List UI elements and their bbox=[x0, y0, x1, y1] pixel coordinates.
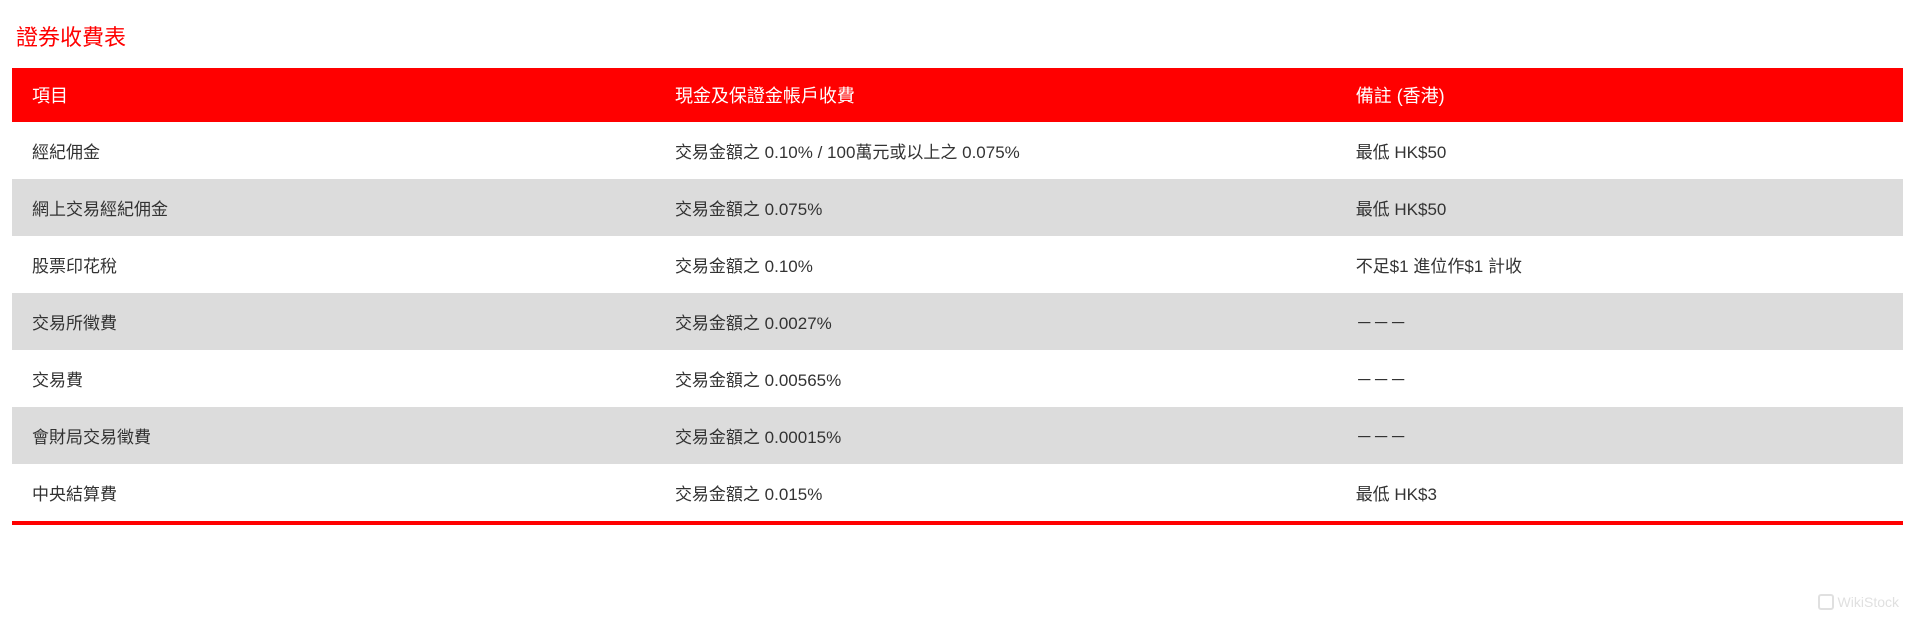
table-bottom-border bbox=[12, 521, 1903, 525]
table-cell-fee: 交易金額之 0.00565% bbox=[655, 350, 1336, 407]
table-cell-remark: －－－ bbox=[1336, 350, 1903, 407]
watermark: WikiStock bbox=[1818, 594, 1899, 610]
fee-schedule-container: 證券收費表 項目 現金及保證金帳戶收費 備註 (香港) 經紀佣金 交易金額之 0… bbox=[12, 12, 1903, 525]
table-cell-item: 會財局交易徵費 bbox=[12, 407, 655, 464]
table-row: 中央結算費 交易金額之 0.015% 最低 HK$3 bbox=[12, 464, 1903, 521]
table-row: 股票印花稅 交易金額之 0.10% 不足$1 進位作$1 計收 bbox=[12, 236, 1903, 293]
table-cell-item: 交易所徵費 bbox=[12, 293, 655, 350]
fee-table: 項目 現金及保證金帳戶收費 備註 (香港) 經紀佣金 交易金額之 0.10% /… bbox=[12, 68, 1903, 521]
table-cell-remark: 最低 HK$50 bbox=[1336, 179, 1903, 236]
table-row: 交易費 交易金額之 0.00565% －－－ bbox=[12, 350, 1903, 407]
table-row: 經紀佣金 交易金額之 0.10% / 100萬元或以上之 0.075% 最低 H… bbox=[12, 122, 1903, 179]
table-cell-fee: 交易金額之 0.0027% bbox=[655, 293, 1336, 350]
table-cell-fee: 交易金額之 0.10% / 100萬元或以上之 0.075% bbox=[655, 122, 1336, 179]
watermark-icon bbox=[1818, 594, 1834, 610]
table-cell-item: 交易費 bbox=[12, 350, 655, 407]
table-cell-item: 股票印花稅 bbox=[12, 236, 655, 293]
table-cell-remark: 最低 HK$3 bbox=[1336, 464, 1903, 521]
table-row: 會財局交易徵費 交易金額之 0.00015% －－－ bbox=[12, 407, 1903, 464]
table-cell-fee: 交易金額之 0.075% bbox=[655, 179, 1336, 236]
table-row: 網上交易經紀佣金 交易金額之 0.075% 最低 HK$50 bbox=[12, 179, 1903, 236]
table-cell-remark: 不足$1 進位作$1 計收 bbox=[1336, 236, 1903, 293]
table-row: 交易所徵費 交易金額之 0.0027% －－－ bbox=[12, 293, 1903, 350]
table-body: 經紀佣金 交易金額之 0.10% / 100萬元或以上之 0.075% 最低 H… bbox=[12, 122, 1903, 521]
table-cell-fee: 交易金額之 0.015% bbox=[655, 464, 1336, 521]
table-cell-item: 中央結算費 bbox=[12, 464, 655, 521]
watermark-text: WikiStock bbox=[1838, 594, 1899, 610]
table-cell-remark: －－－ bbox=[1336, 407, 1903, 464]
table-cell-fee: 交易金額之 0.10% bbox=[655, 236, 1336, 293]
table-cell-fee: 交易金額之 0.00015% bbox=[655, 407, 1336, 464]
table-cell-remark: －－－ bbox=[1336, 293, 1903, 350]
table-cell-item: 經紀佣金 bbox=[12, 122, 655, 179]
table-header-fee: 現金及保證金帳戶收費 bbox=[655, 68, 1336, 122]
table-cell-remark: 最低 HK$50 bbox=[1336, 122, 1903, 179]
table-header-row: 項目 現金及保證金帳戶收費 備註 (香港) bbox=[12, 68, 1903, 122]
table-header-item: 項目 bbox=[12, 68, 655, 122]
page-title: 證券收費表 bbox=[12, 12, 1903, 68]
table-header-remark: 備註 (香港) bbox=[1336, 68, 1903, 122]
table-cell-item: 網上交易經紀佣金 bbox=[12, 179, 655, 236]
